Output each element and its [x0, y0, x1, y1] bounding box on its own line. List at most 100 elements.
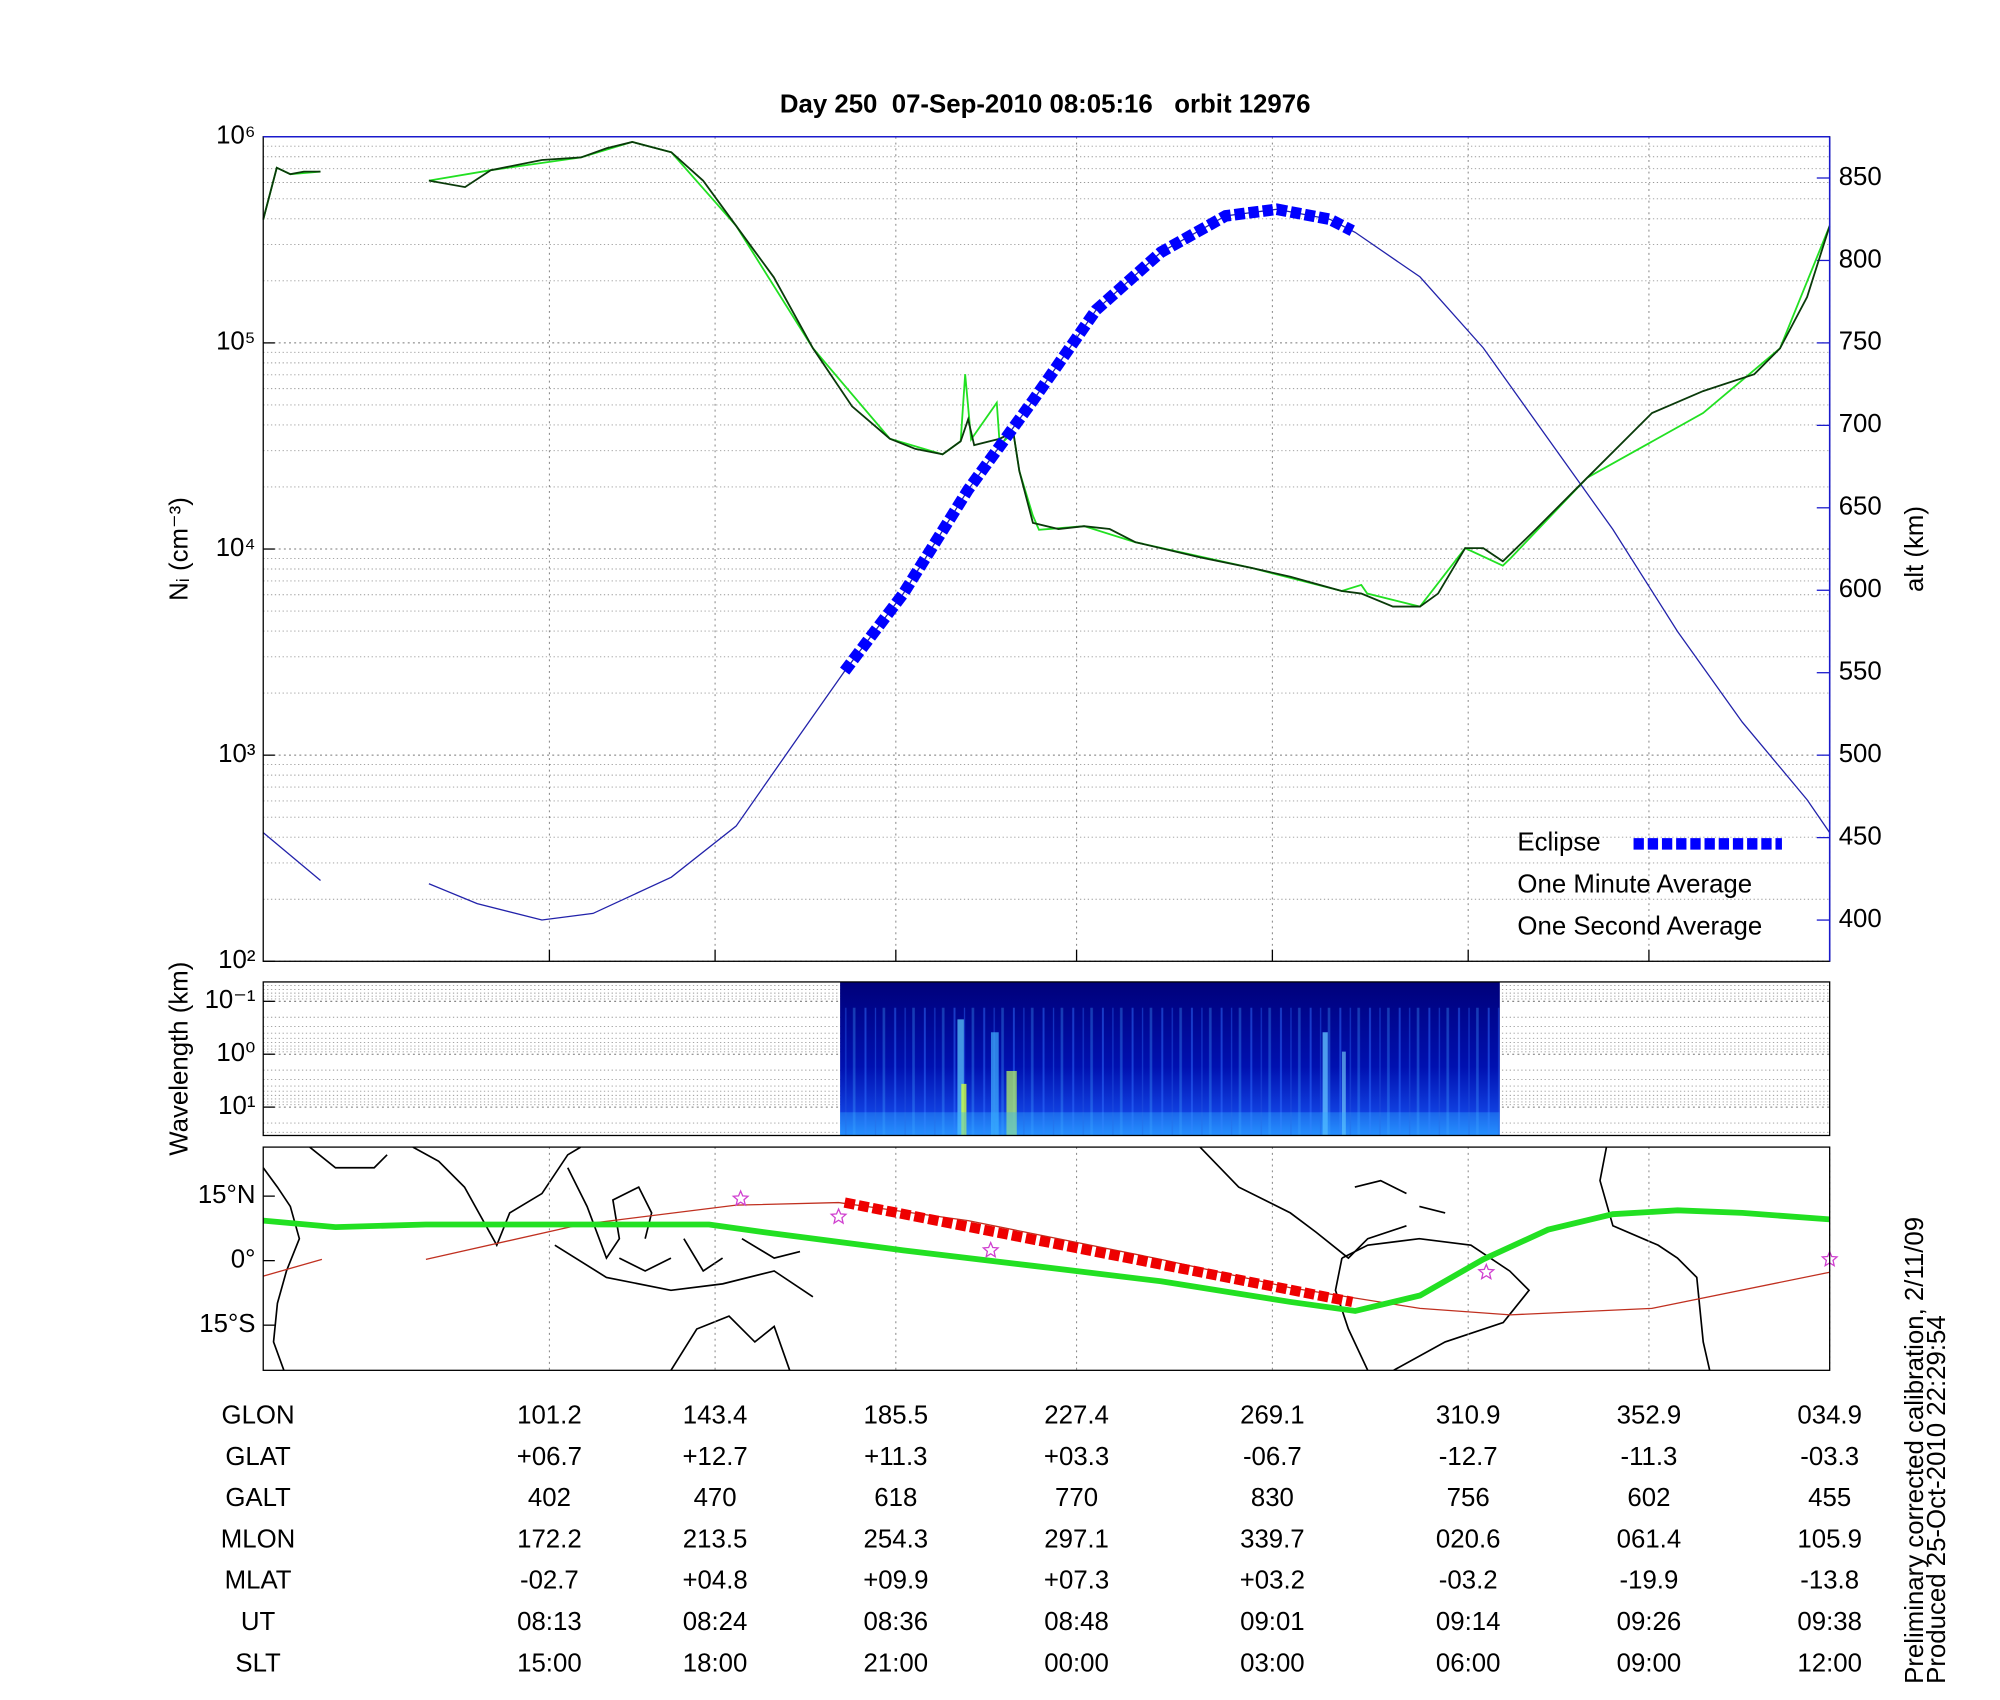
- y2-tick-label: 550: [1839, 658, 1882, 686]
- star-marker: [1477, 1262, 1496, 1280]
- table-cell: +09.9: [863, 1567, 928, 1595]
- y-tick-label: 10⁰: [216, 1039, 255, 1067]
- coastlines: [263, 1147, 1711, 1371]
- table-cell: 034.9: [1797, 1402, 1862, 1430]
- note: Produced 25-Oct-2010 22:29:54: [1923, 1315, 1951, 1684]
- table-cell: -12.7: [1439, 1443, 1498, 1471]
- coastline: [566, 1167, 653, 1260]
- table-cell: -11.3: [1620, 1443, 1677, 1471]
- table-cell: +07.3: [1044, 1567, 1109, 1595]
- table-cell: 15:00: [517, 1649, 582, 1677]
- table-cell: 105.9: [1797, 1525, 1862, 1553]
- y-axis-label: Wavelength (km): [165, 962, 193, 1156]
- table-cell: -06.7: [1243, 1443, 1302, 1471]
- table-cell: 08:13: [517, 1608, 582, 1636]
- y2-tick-label: 850: [1839, 163, 1882, 191]
- spectrogram-detail: [840, 1019, 1500, 1136]
- row-label: GALT: [225, 1484, 291, 1512]
- coastline: [1599, 1147, 1711, 1371]
- table-cell: 830: [1251, 1484, 1294, 1512]
- line: [262, 166, 321, 220]
- marker-line: [843, 1197, 1354, 1308]
- table-cell: 143.4: [683, 1402, 748, 1430]
- table-cell: 618: [874, 1484, 917, 1512]
- table-cell: +12.7: [682, 1443, 747, 1471]
- table-cell: +03.3: [1044, 1443, 1109, 1471]
- table-cell: -03.3: [1800, 1443, 1859, 1471]
- coastline: [554, 1244, 814, 1298]
- table-cell: 602: [1627, 1484, 1670, 1512]
- table-cell: 756: [1447, 1484, 1490, 1512]
- coastline: [618, 1237, 801, 1273]
- y2-tick-label: 450: [1839, 822, 1882, 850]
- coastline: [1354, 1179, 1446, 1214]
- table-cell: -03.2: [1439, 1567, 1498, 1595]
- line: [262, 1207, 1830, 1314]
- table-cell: 12:00: [1797, 1649, 1862, 1677]
- line: [428, 141, 1831, 608]
- marker-line: [840, 203, 1355, 675]
- table-cell: +11.3: [864, 1443, 927, 1471]
- y2-tick-label: 700: [1839, 410, 1882, 438]
- y-tick-label: 10⁻¹: [205, 986, 256, 1014]
- table-cell: 352.9: [1617, 1402, 1682, 1430]
- note: Preliminary corrected calibration, 2/11/…: [1901, 1217, 1929, 1684]
- table-cell: 470: [694, 1484, 737, 1512]
- table-cell: 213.5: [683, 1525, 748, 1553]
- plot-frame: [262, 981, 1831, 1137]
- line: [428, 140, 1831, 608]
- table-cell: 03:00: [1240, 1649, 1305, 1677]
- star-marker: [829, 1207, 848, 1225]
- y2-tick-label: 400: [1839, 905, 1882, 933]
- y-tick-label: 10¹: [218, 1092, 256, 1120]
- table-cell: 061.4: [1617, 1525, 1682, 1553]
- y2-tick-label: 750: [1839, 328, 1882, 356]
- line: [262, 166, 321, 220]
- legend-label: Eclipse: [1517, 829, 1600, 857]
- coastline: [1341, 1237, 1531, 1371]
- y2-tick-label: 650: [1839, 493, 1882, 521]
- coastline: [1334, 1257, 1369, 1371]
- table-cell: 09:26: [1617, 1608, 1682, 1636]
- line: [428, 208, 1831, 921]
- table-cell: 172.2: [517, 1525, 582, 1553]
- table-cell: 310.9: [1436, 1402, 1501, 1430]
- table-cell: -13.8: [1800, 1567, 1859, 1595]
- table-cell: 254.3: [864, 1525, 929, 1553]
- coastline: [1199, 1147, 1407, 1260]
- row-label: MLON: [221, 1525, 296, 1553]
- y2-tick-label: 600: [1839, 575, 1882, 603]
- table-cell: 770: [1055, 1484, 1098, 1512]
- row-label: UT: [241, 1608, 276, 1636]
- row-label: SLT: [235, 1649, 281, 1677]
- y-tick-label: 10⁴: [216, 534, 256, 562]
- star-marker: [731, 1189, 750, 1207]
- y2-axis-label: alt (km): [1901, 506, 1929, 592]
- table-cell: 402: [528, 1484, 571, 1512]
- table-cell: 00:00: [1044, 1649, 1109, 1677]
- table-cell: 08:48: [1044, 1608, 1109, 1636]
- table-cell: +03.2: [1240, 1567, 1305, 1595]
- table-cell: +06.7: [517, 1443, 582, 1471]
- y-tick-label: 10⁵: [216, 328, 255, 356]
- y-tick-label: 0°: [231, 1245, 256, 1273]
- table-cell: 455: [1808, 1484, 1851, 1512]
- table-cell: 339.7: [1240, 1525, 1305, 1553]
- legend-label: One Minute Average: [1517, 871, 1752, 899]
- table-cell: 08:36: [864, 1608, 929, 1636]
- row-label: GLAT: [225, 1443, 291, 1471]
- table-cell: 101.2: [517, 1402, 582, 1430]
- legend-label: One Second Average: [1517, 913, 1762, 941]
- chart-title: Day 250 07-Sep-2010 08:05:16 orbit 12976: [780, 91, 1311, 119]
- table-cell: 09:38: [1797, 1608, 1862, 1636]
- table-cell: 09:00: [1617, 1649, 1682, 1677]
- y-tick-label: 10²: [218, 946, 256, 974]
- table-cell: 269.1: [1240, 1402, 1305, 1430]
- plot-frame: [262, 1146, 1831, 1371]
- y-axis-label: Nᵢ (cm⁻³): [165, 497, 193, 601]
- coastline: [309, 1147, 388, 1169]
- y2-tick-label: 500: [1839, 740, 1882, 768]
- spectrogram: [840, 981, 1500, 1136]
